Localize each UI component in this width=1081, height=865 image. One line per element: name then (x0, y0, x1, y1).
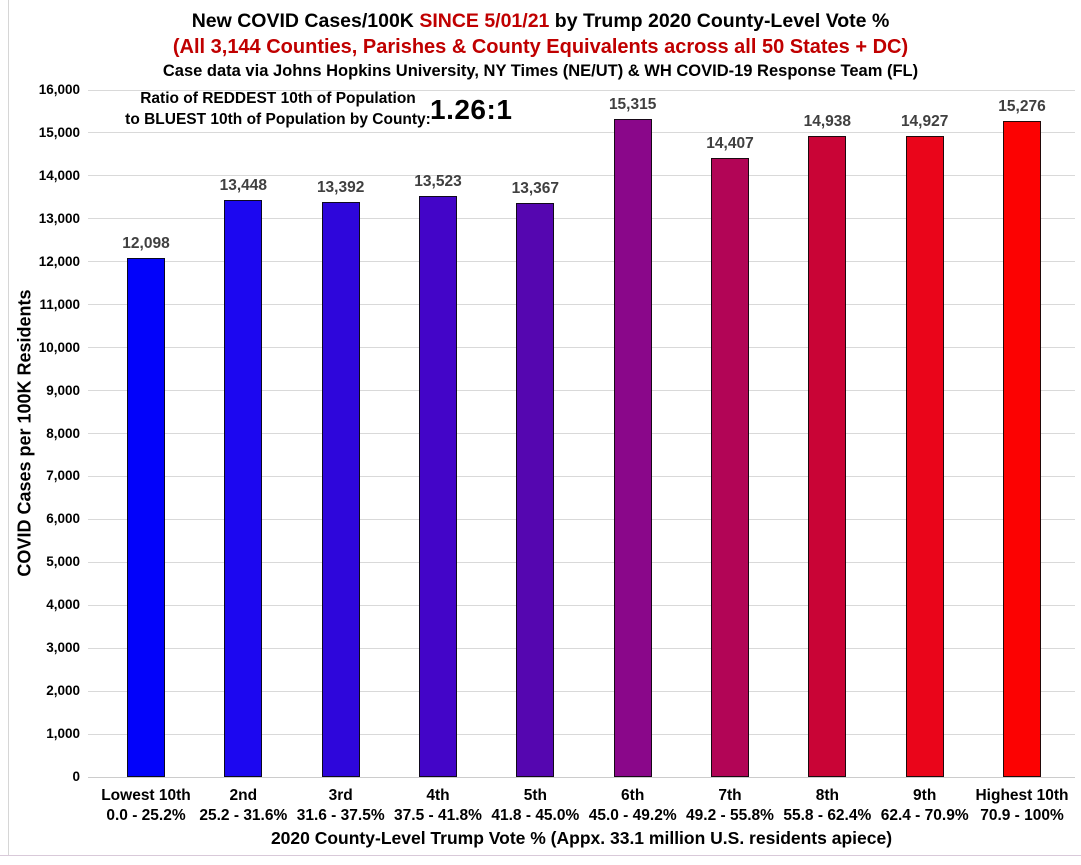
x-category-label: Lowest 10th (101, 787, 191, 804)
ratio-annotation-line2: to BLUEST 10th of Population by County: (125, 111, 431, 128)
bar-9th (905, 136, 944, 777)
gridline (88, 475, 1075, 477)
bar-8th (808, 135, 847, 777)
bar-highest-10th (1003, 121, 1041, 777)
x-category-label: 3rd (328, 787, 353, 804)
title-block: New COVID Cases/100K SINCE 5/01/21 by Tr… (0, 10, 1081, 82)
gridline (88, 304, 1075, 306)
gridline (88, 561, 1075, 563)
x-category-range-label: 62.4 - 70.9% (880, 807, 969, 824)
title-highlight: SINCE 5/01/21 (419, 10, 550, 32)
bar-2nd (224, 199, 263, 777)
x-category-range-label: 49.2 - 55.8% (686, 807, 774, 824)
y-tick-label: 9,000 (46, 382, 80, 398)
gridline (88, 433, 1075, 434)
title-suffix: by Trump 2020 County-Level Vote % (549, 10, 890, 32)
gridline (88, 604, 1075, 606)
y-tick-label: 13,000 (38, 210, 80, 226)
gridline (88, 261, 1075, 263)
gridline (88, 390, 1075, 392)
x-category-range-label: 0.0 - 25.2% (106, 807, 186, 824)
x-category-label: 7th (718, 787, 742, 804)
bar-lowest-10th (127, 257, 165, 777)
bar-7th (711, 158, 749, 777)
gridline (88, 776, 1075, 778)
gridline (88, 733, 1075, 735)
y-tick-label: 3,000 (46, 640, 80, 656)
y-tick-label: 15,000 (38, 124, 80, 140)
y-tick-label: 5,000 (46, 554, 80, 570)
y-tick-label: 4,000 (46, 597, 80, 613)
x-category-label: 4th (426, 787, 450, 804)
x-category-label: 5th (523, 787, 547, 804)
y-tick-label: 12,000 (38, 253, 80, 269)
gridline (88, 89, 1075, 91)
bar-5th (516, 203, 555, 777)
x-category-label: 2nd (229, 787, 258, 804)
y-tick-label: 6,000 (46, 511, 80, 527)
x-category-label: 8th (815, 787, 839, 804)
y-tick-label: 0 (72, 769, 80, 784)
y-tick-label: 2,000 (46, 683, 80, 699)
x-category-label: 9th (913, 787, 937, 804)
chart-source-note: Case data via Johns Hopkins University, … (162, 62, 919, 81)
x-category-label: 6th (621, 787, 645, 804)
bar-value-label: 13,392 (316, 178, 365, 196)
y-tick-label: 1,000 (46, 726, 80, 742)
x-category-range-label: 55.8 - 62.4% (783, 807, 872, 824)
x-category-label: Highest 10th (975, 787, 1069, 804)
bar-value-label: 14,938 (803, 112, 852, 130)
gridline (88, 132, 1075, 134)
ratio-annotation-line1: Ratio of REDDEST 10th of Population (140, 90, 416, 107)
x-category-range-label: 45.0 - 49.2% (588, 807, 677, 824)
bar-value-label: 13,367 (511, 180, 560, 198)
gridline (88, 175, 1075, 177)
y-tick-label: 16,000 (38, 82, 80, 97)
bar-3rd (321, 201, 360, 777)
y-tick-label: 8,000 (46, 425, 80, 441)
bar-value-label: 14,927 (900, 113, 949, 131)
x-axis-title: 2020 County-Level Trump Vote % (Appx. 33… (270, 828, 893, 848)
gridline (88, 347, 1075, 349)
title-prefix: New COVID Cases/100K (191, 10, 420, 32)
bar-value-label: 14,407 (706, 135, 754, 153)
bar-4th (419, 196, 457, 777)
x-category-range-label: 25.2 - 31.6% (199, 807, 288, 824)
chart-subtitle: (All 3,144 Counties, Parishes & County E… (172, 36, 909, 59)
gridline (88, 518, 1075, 520)
bar-value-label: 13,523 (414, 173, 462, 191)
image-left-edge-line (8, 0, 9, 856)
x-category-range-label: 70.9 - 100% (980, 807, 1064, 824)
bar-value-label: 15,315 (608, 96, 657, 114)
x-category-range-label: 37.5 - 41.8% (394, 807, 482, 824)
gridline (88, 218, 1075, 220)
bar-value-label: 15,276 (998, 98, 1046, 116)
gridline (88, 690, 1075, 692)
y-tick-label: 11,000 (39, 296, 80, 312)
x-category-range-label: 41.8 - 45.0% (491, 807, 580, 824)
bar-value-label: 12,098 (122, 234, 170, 252)
gridline (88, 647, 1075, 649)
image-bottom-edge-line (0, 855, 1081, 856)
x-category-range-label: 31.6 - 37.5% (296, 807, 385, 824)
y-tick-label: 10,000 (38, 339, 80, 355)
bar-6th (613, 119, 652, 777)
ratio-annotation-value: 1.26:1 (430, 94, 513, 125)
chart-title: New COVID Cases/100K SINCE 5/01/21 by Tr… (0, 10, 1081, 33)
y-tick-label: 14,000 (38, 167, 80, 183)
bar-value-label: 13,448 (219, 176, 268, 194)
y-tick-label: 7,000 (46, 468, 80, 484)
